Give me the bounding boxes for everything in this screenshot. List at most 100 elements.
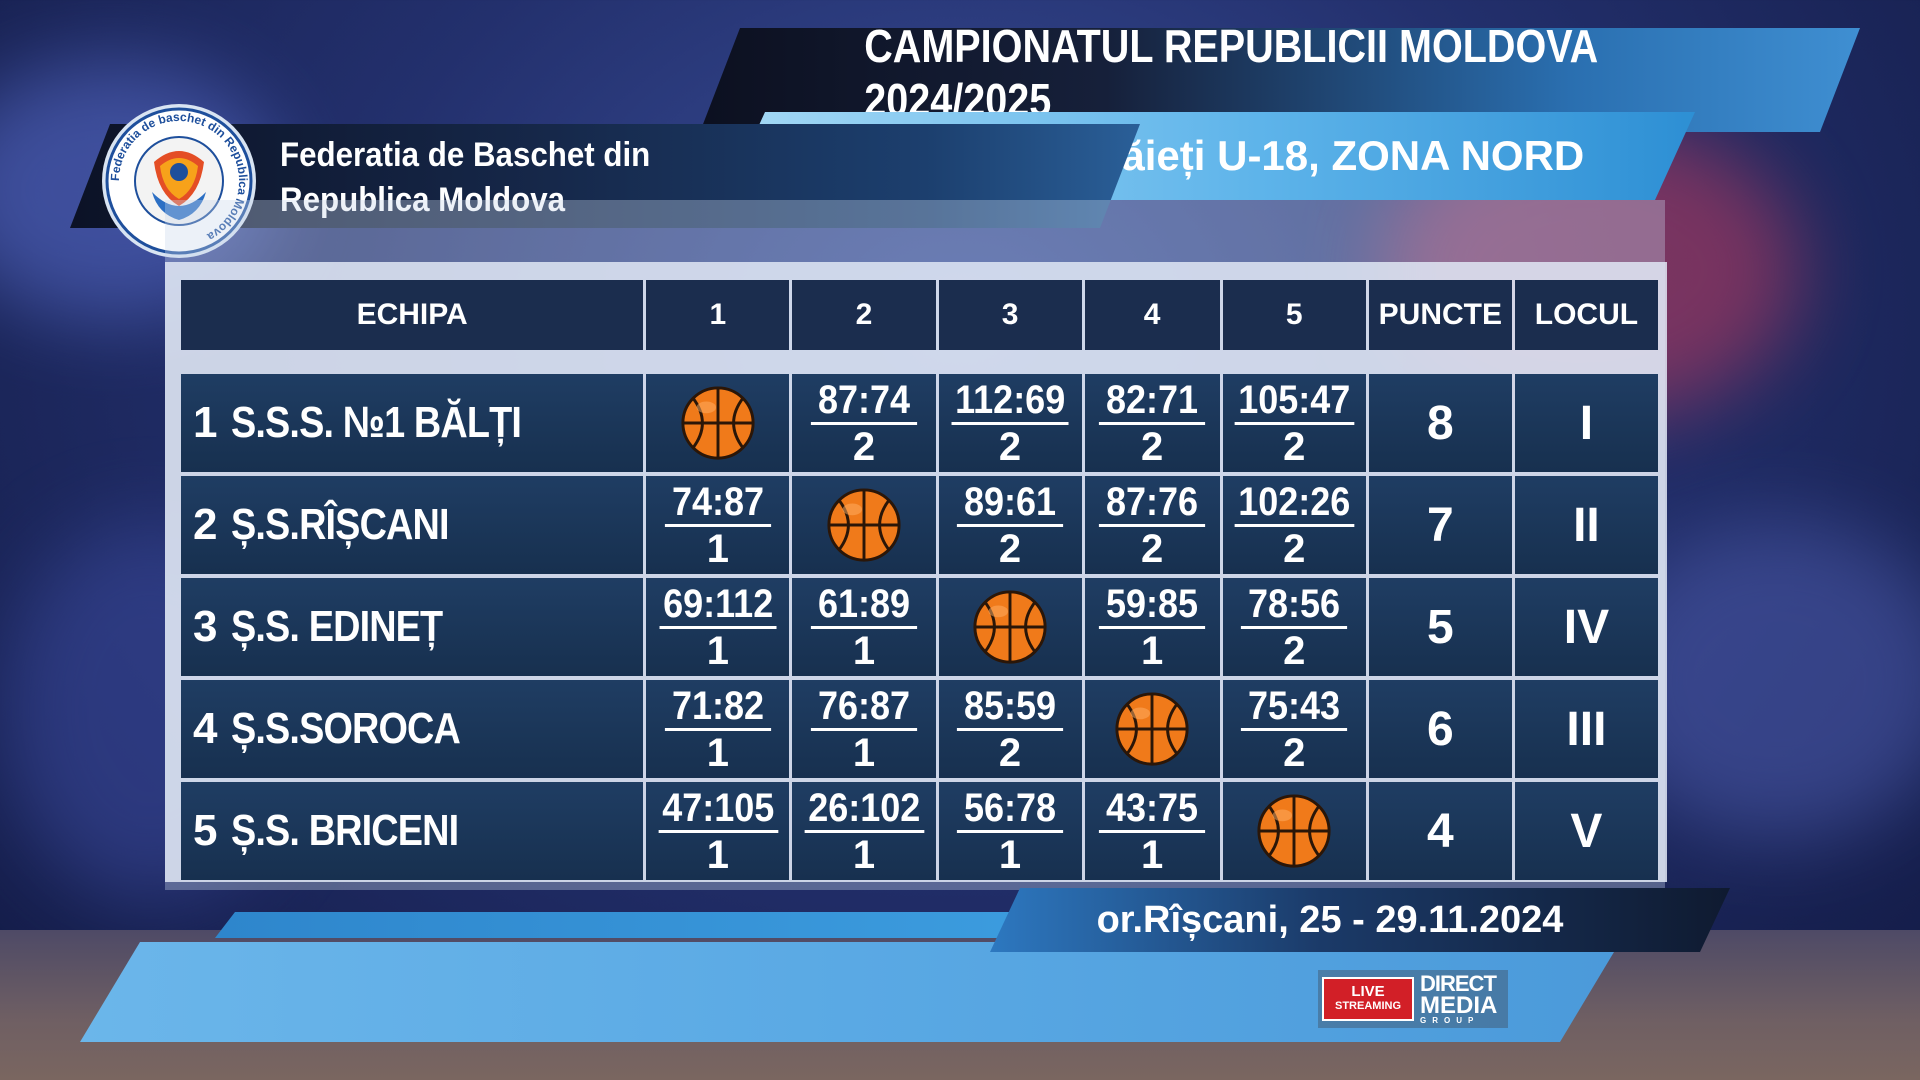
brand-direct: DIRECT <box>1420 971 1497 996</box>
place-cell: IV <box>1514 578 1658 676</box>
sponsor-logo: LIVE STREAMING DIRECT MEDIA GROUP <box>1318 970 1508 1028</box>
points-cell: 5 <box>1368 578 1512 676</box>
table-row: 1 S.S.S. №1 BĂLȚI 87:74 2 112:69 2 82:71 2 105:4… <box>181 374 1658 472</box>
result-cell: 56:78 1 <box>938 782 1082 880</box>
team-name: Ș.S. BRICENI <box>231 806 459 855</box>
match-points: 1 <box>706 832 729 877</box>
match-score: 47:105 <box>658 786 778 833</box>
basketball-icon <box>827 488 901 562</box>
match-result: 59:85 1 <box>1093 582 1211 673</box>
streaming-label: STREAMING <box>1335 1000 1401 1012</box>
team-cell: 3 Ș.S. EDINEȚ <box>181 578 644 676</box>
table-row: 3 Ș.S. EDINEȚ 69:112 1 61:89 1 59:85 1 78:56 2 5 IV <box>181 578 1658 676</box>
live-label: LIVE <box>1351 983 1385 1000</box>
standings-table: ECHIPA 1 2 3 4 5 PUNCTE LOCUL 1 S.S.S. №1… <box>178 276 1661 884</box>
self-match-cell <box>1222 782 1366 880</box>
result-cell: 74:87 1 <box>646 476 790 574</box>
match-points: 1 <box>852 832 876 877</box>
match-score: 87:76 <box>1099 480 1206 527</box>
place-cell: I <box>1514 374 1658 472</box>
column-header-points: PUNCTE <box>1368 280 1512 350</box>
federation-name-line1: Federatia de Baschet din <box>280 136 651 174</box>
result-cell: 26:102 1 <box>792 782 936 880</box>
match-score: 82:71 <box>1099 378 1206 425</box>
match-result: 69:112 1 <box>653 582 783 673</box>
points-cell: 4 <box>1368 782 1512 880</box>
match-result: 56:78 1 <box>951 786 1069 877</box>
match-result: 89:61 2 <box>951 480 1069 571</box>
table-row: 5 Ș.S. BRICENI 47:105 1 26:102 1 56:78 1 43:75 1 4… <box>181 782 1658 880</box>
column-header-team: ECHIPA <box>181 280 644 350</box>
team-name: Ș.S. EDINEȚ <box>231 602 443 651</box>
place-cell: II <box>1514 476 1658 574</box>
match-points: 2 <box>1141 424 1164 469</box>
team-number: 2 <box>193 500 217 549</box>
match-result: 26:102 1 <box>798 786 931 877</box>
match-points: 2 <box>852 424 876 469</box>
table-header-row: ECHIPA 1 2 3 4 5 PUNCTE LOCUL <box>181 280 1658 350</box>
result-cell: 87:76 2 <box>1084 476 1220 574</box>
table-row: 2 Ș.S.RÎȘCANI 74:87 1 89:61 2 87:76 2 102:26 2 7 II <box>181 476 1658 574</box>
match-score: 59:85 <box>1099 582 1206 629</box>
brand-group: GROUP <box>1420 1016 1480 1025</box>
column-header-2: 2 <box>792 280 936 350</box>
team-number: 5 <box>193 806 217 855</box>
basketball-icon <box>1115 692 1189 766</box>
team-name: S.S.S. №1 BĂLȚI <box>231 398 522 447</box>
match-points: 1 <box>706 628 729 673</box>
standings-body: 1 S.S.S. №1 BĂLȚI 87:74 2 112:69 2 82:71 2 105:4… <box>181 374 1658 880</box>
basketball-icon <box>973 590 1047 664</box>
column-header-5: 5 <box>1222 280 1366 350</box>
match-score: 43:75 <box>1099 786 1206 833</box>
points-cell: 7 <box>1368 476 1512 574</box>
championship-title: CAMPIONATUL REPUBLICII MOLDOVA 2024/2025 <box>864 20 1597 126</box>
points-cell: 8 <box>1368 374 1512 472</box>
result-cell: 61:89 1 <box>792 578 936 676</box>
team-cell: 1 S.S.S. №1 BĂLȚI <box>181 374 644 472</box>
match-points: 1 <box>852 628 876 673</box>
team-number: 4 <box>193 704 217 753</box>
match-score: 89:61 <box>956 480 1064 527</box>
match-points: 2 <box>998 424 1022 469</box>
match-score: 102:26 <box>1234 480 1354 527</box>
team-name: Ș.S.SOROCA <box>231 704 461 753</box>
self-match-cell <box>938 578 1082 676</box>
column-header-place: LOCUL <box>1514 280 1658 350</box>
result-cell: 112:69 2 <box>938 374 1082 472</box>
match-score: 78:56 <box>1241 582 1348 629</box>
match-points: 2 <box>998 526 1022 571</box>
place-cell: V <box>1514 782 1658 880</box>
match-score: 76:87 <box>810 684 918 731</box>
result-cell: 75:43 2 <box>1222 680 1366 778</box>
match-result: 43:75 1 <box>1093 786 1211 877</box>
match-score: 74:87 <box>664 480 771 527</box>
match-score: 69:112 <box>659 582 777 629</box>
match-points: 2 <box>1283 730 1306 775</box>
team-cell: 5 Ș.S. BRICENI <box>181 782 644 880</box>
result-cell: 82:71 2 <box>1084 374 1220 472</box>
match-result: 112:69 2 <box>945 378 1075 469</box>
match-points: 1 <box>852 730 876 775</box>
federation-name-line2: Republica Moldova <box>280 181 566 219</box>
self-match-cell <box>792 476 936 574</box>
match-score: 87:74 <box>810 378 918 425</box>
result-cell: 71:82 1 <box>646 680 790 778</box>
match-result: 105:47 2 <box>1228 378 1361 469</box>
column-header-1: 1 <box>646 280 790 350</box>
team-cell: 2 Ș.S.RÎȘCANI <box>181 476 644 574</box>
match-score: 75:43 <box>1241 684 1348 731</box>
match-score: 85:59 <box>956 684 1064 731</box>
match-score: 56:78 <box>956 786 1064 833</box>
match-result: 85:59 2 <box>951 684 1069 775</box>
match-score: 26:102 <box>804 786 924 833</box>
federation-name: Federatia de Baschet din Republica Moldo… <box>280 133 703 223</box>
team-number: 1 <box>193 398 217 447</box>
result-cell: 85:59 2 <box>938 680 1082 778</box>
result-cell: 89:61 2 <box>938 476 1082 574</box>
match-result: 78:56 2 <box>1235 582 1353 673</box>
table-row: 4 Ș.S.SOROCA 71:82 1 76:87 1 85:59 2 75:43 2 6 III <box>181 680 1658 778</box>
result-cell: 76:87 1 <box>792 680 936 778</box>
federation-logo: Federatia de baschet din Republica Moldo… <box>102 104 256 258</box>
column-header-3: 3 <box>938 280 1082 350</box>
live-streaming-badge: LIVE STREAMING <box>1322 977 1414 1021</box>
